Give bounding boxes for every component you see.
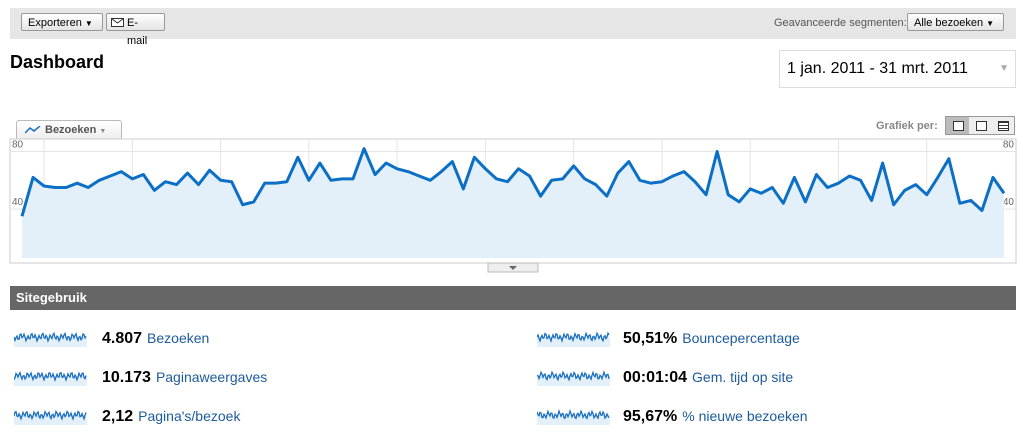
metric-value: 2,12 (102, 408, 134, 425)
metric: 2,12 Pagina's/bezoek (102, 408, 240, 426)
sparkline (537, 331, 610, 347)
handle-arrow (509, 266, 517, 270)
date-range: 1 jan. 2011 - 31 mrt. 2011 (787, 60, 968, 77)
date-range-picker[interactable]: 1 jan. 2011 - 31 mrt. 2011 ▼ (779, 50, 1016, 88)
export-button[interactable]: Exporteren ▼ (21, 13, 103, 31)
metric: 95,67%% nieuwe bezoeken (623, 408, 808, 426)
sparkline-line (14, 370, 87, 383)
metric-value: 95,67% (623, 408, 678, 425)
sparkline-line (14, 331, 87, 343)
sparkline (537, 370, 610, 386)
sparkline-line (537, 408, 610, 420)
metric-link[interactable]: Paginaweergaves (155, 369, 268, 385)
line (20, 147, 1006, 217)
week-button[interactable] (976, 121, 987, 131)
sparkline (14, 331, 87, 347)
sparkline-bg (14, 376, 87, 386)
metric-value: 4.807 (102, 330, 143, 347)
metric: 4.807 Bezoeken (102, 330, 209, 348)
sparkline-bg (14, 337, 87, 347)
graph-by-buttons (945, 116, 1015, 135)
chart: 404080803 jan.11 jan.19 jan.27 jan.4 feb… (9, 138, 1017, 273)
y-tick-label: 40 (1003, 197, 1015, 208)
metric: 10.173 Paginaweergaves (102, 369, 267, 387)
y-tick-label: 40 (12, 197, 24, 208)
toolbar (10, 8, 1016, 39)
metric-link[interactable]: Pagina's/bezoek (138, 408, 241, 424)
sparkline-line (537, 370, 610, 382)
metric-value: 10.173 (102, 369, 151, 386)
metric: 50,51% Bouncepercentage (623, 330, 800, 348)
email-button[interactable]: E-mail (106, 13, 165, 47)
line-icon (25, 126, 41, 134)
metric-link[interactable]: Bezoeken (147, 330, 210, 346)
sparkline-bg (537, 376, 610, 386)
mail-icon (111, 18, 124, 27)
metric-value: 50,51% (623, 330, 678, 347)
sparkline (14, 410, 87, 425)
metric-tab[interactable]: Bezoeken ▼ (16, 120, 122, 139)
metric-value: 00:01:04 (623, 369, 688, 386)
sparkline-bg (537, 415, 610, 425)
sparkline-bg (14, 415, 87, 425)
sparkline (14, 370, 87, 386)
segment-label: Alle bezoeken (914, 17, 984, 29)
segment-dropdown[interactable]: Alle bezoeken ▼ (907, 13, 1004, 31)
y-tick-label: 80 (12, 140, 24, 151)
export-label: Exporteren (28, 17, 82, 29)
sparkline-bg (537, 337, 610, 347)
sparkline-line (537, 331, 610, 343)
page-title: Dashboard (10, 52, 105, 72)
sparkline (537, 408, 610, 425)
month-button[interactable] (998, 121, 1009, 131)
graph-by-label: Grafiek per: (876, 120, 938, 132)
metric-link[interactable]: % nieuwe bezoeken (682, 408, 808, 424)
metric: 00:01:04 Gem. tijd op site (623, 369, 793, 387)
email-label: E-mail (127, 17, 148, 47)
section-header: Sitegebruik (10, 286, 1016, 310)
day-icon (953, 121, 964, 131)
metric-label: Bezoeken (45, 124, 97, 136)
y-tick-label: 80 (1003, 140, 1015, 151)
segments-label: Geavanceerde segmenten: (774, 17, 907, 29)
metric-link[interactable]: Gem. tijd op site (692, 369, 794, 385)
area (22, 148, 1004, 258)
sparkline-line (14, 410, 87, 421)
metric-link[interactable]: Bouncepercentage (682, 330, 800, 346)
